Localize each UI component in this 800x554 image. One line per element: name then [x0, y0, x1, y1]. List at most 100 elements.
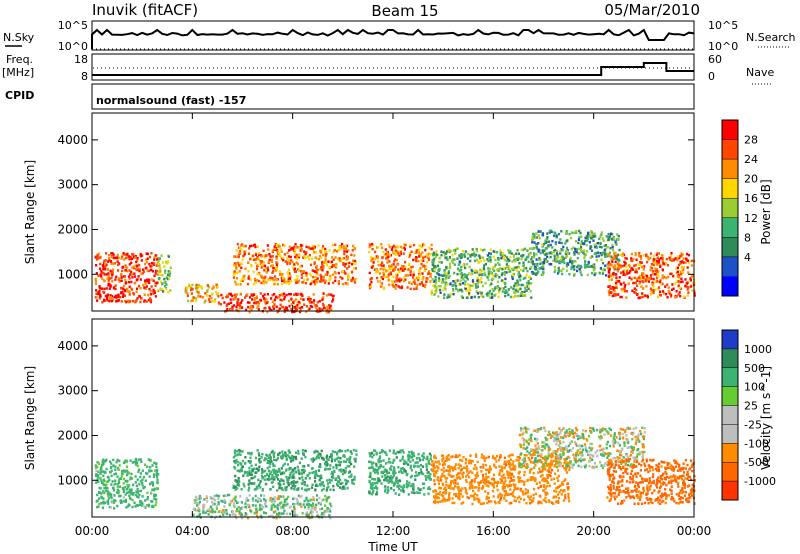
range-cell [464, 487, 467, 490]
range-cell [605, 274, 608, 277]
range-cell [504, 462, 507, 465]
range-cell [531, 241, 534, 244]
range-cell [502, 281, 505, 284]
range-cell [236, 487, 239, 490]
range-cell [630, 259, 633, 262]
range-cell [415, 461, 418, 464]
range-cell [236, 450, 239, 453]
range-cell [298, 246, 301, 250]
range-cell [326, 270, 329, 274]
range-cell [265, 281, 268, 284]
range-cell [283, 281, 286, 284]
range-cell [625, 265, 628, 268]
range-cell [287, 259, 290, 262]
range-cell [578, 236, 581, 239]
range-cell [404, 470, 407, 474]
range-cell [296, 262, 300, 266]
range-cell [395, 478, 398, 481]
range-cell [309, 282, 312, 286]
range-cell [691, 274, 694, 277]
range-cell [278, 294, 281, 297]
range-cell [667, 286, 670, 289]
range-cell [382, 271, 385, 274]
range-cell [541, 232, 545, 235]
range-cell [589, 247, 592, 250]
range-cell [139, 458, 142, 461]
range-cell [368, 466, 371, 470]
range-cell [273, 478, 276, 481]
nsearch-label: N.Search [746, 31, 796, 44]
range-cell [325, 294, 328, 297]
range-cell [484, 262, 487, 266]
range-cell [346, 465, 349, 468]
range-cell [415, 259, 418, 262]
range-cell [690, 259, 693, 263]
range-cell [563, 467, 566, 470]
range-cell [499, 492, 502, 496]
range-cell [389, 461, 392, 464]
range-cell [103, 265, 107, 269]
range-cell [621, 289, 624, 292]
range-cell [342, 454, 345, 458]
range-cell [205, 294, 209, 297]
range-cell [273, 298, 277, 301]
range-cell [300, 292, 303, 296]
range-cell [687, 253, 690, 257]
range-cell [165, 276, 168, 279]
range-cell [509, 255, 512, 259]
range-cell [403, 279, 406, 283]
range-cell [192, 296, 195, 299]
range-cell [607, 254, 610, 257]
range-cell [393, 482, 396, 486]
range-cell [532, 461, 535, 465]
range-cell [645, 274, 649, 278]
range-cell [242, 474, 245, 477]
range-cell [546, 232, 549, 235]
range-cell [97, 274, 100, 278]
range-cell [608, 263, 611, 267]
range-cell [301, 281, 304, 284]
range-cell [138, 264, 141, 267]
range-cell [237, 505, 240, 509]
range-cell [565, 232, 568, 235]
range-cell [221, 500, 224, 503]
range-cell [118, 485, 122, 488]
range-cell [339, 482, 342, 485]
range-cell [599, 242, 602, 245]
range-cell [125, 469, 128, 473]
range-cell [291, 474, 294, 477]
range-cell [418, 273, 421, 276]
range-cell [489, 271, 492, 275]
range-cell [256, 257, 259, 261]
range-cell [527, 260, 530, 264]
range-cell [237, 484, 241, 487]
range-cell [506, 460, 509, 463]
range-cell [256, 306, 259, 309]
range-cell [461, 273, 464, 277]
range-cell [649, 266, 652, 269]
range-cell [471, 279, 475, 282]
range-cell [99, 256, 102, 259]
range-cell [291, 497, 295, 501]
range-cell [617, 262, 620, 265]
range-cell [233, 255, 236, 258]
range-cell [417, 487, 420, 490]
range-cell [145, 278, 148, 282]
range-cell [665, 261, 668, 265]
range-cell [473, 254, 476, 258]
range-cell [101, 277, 104, 280]
range-cell [569, 257, 572, 260]
range-cell [274, 275, 277, 278]
range-cell [675, 267, 678, 270]
range-cell [373, 468, 376, 471]
range-cell [278, 486, 281, 490]
range-cell [528, 458, 531, 462]
range-cell [477, 254, 481, 257]
range-cell [649, 268, 652, 272]
range-cell [421, 277, 424, 281]
range-cell [417, 473, 420, 476]
range-cell [343, 250, 346, 253]
range-cell [197, 285, 200, 288]
range-cell [296, 306, 299, 310]
